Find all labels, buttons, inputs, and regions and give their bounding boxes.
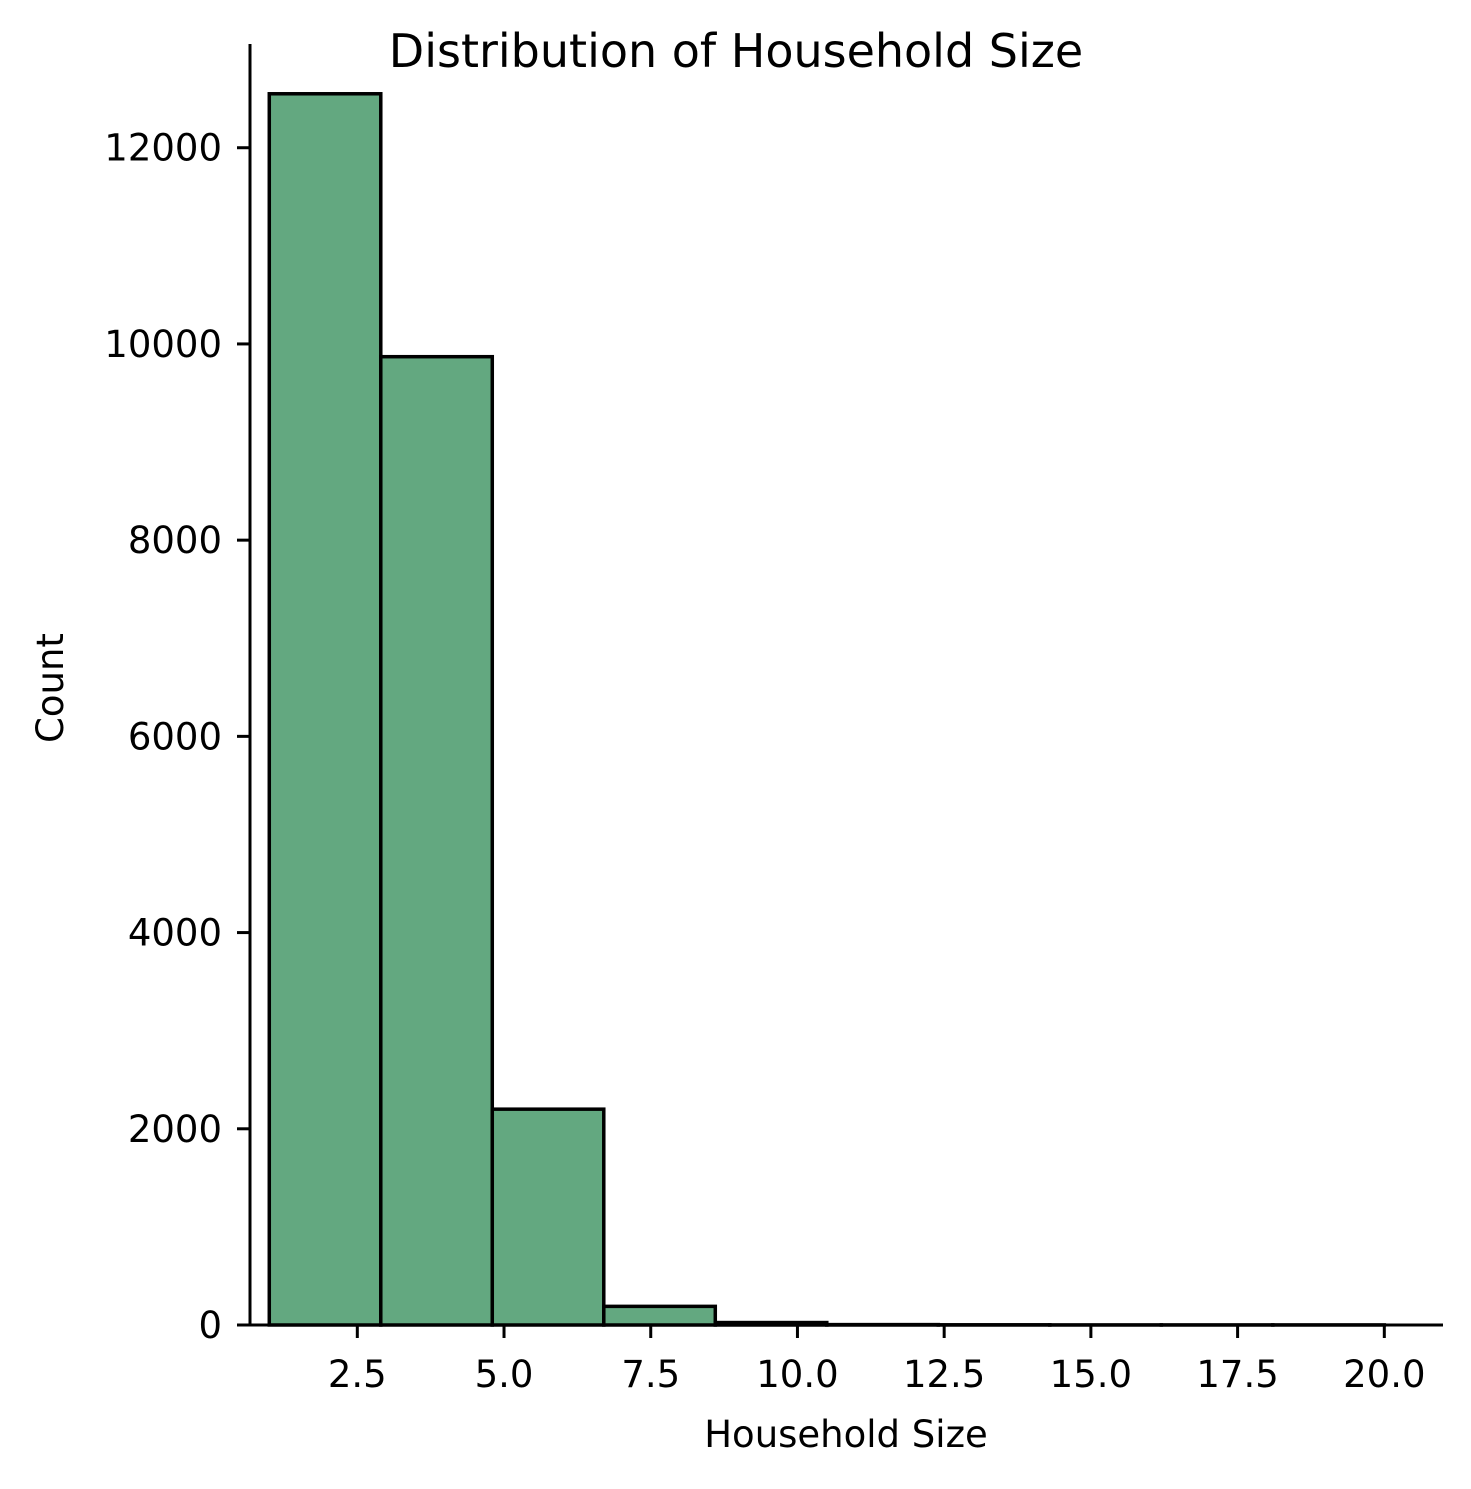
- histogram-bar-3: [604, 1306, 716, 1325]
- x-tick-label-2: 7.5: [621, 1353, 680, 1396]
- x-tick-label-3: 10.0: [756, 1353, 838, 1396]
- x-tick-label-0: 2.5: [328, 1353, 387, 1396]
- x-tick-label-5: 15.0: [1050, 1353, 1132, 1396]
- x-tick-label-6: 17.5: [1196, 1353, 1278, 1396]
- histogram-bar-1: [381, 357, 493, 1325]
- x-tick-label-4: 12.5: [903, 1353, 985, 1396]
- x-tick-label-7: 20.0: [1343, 1353, 1425, 1396]
- y-tick-label-6: 12000: [104, 127, 222, 170]
- y-tick-label-0: 0: [198, 1304, 222, 1347]
- bars-layer: [269, 94, 1384, 1325]
- y-tick-label-1: 2000: [128, 1108, 222, 1151]
- x-tick-label-1: 5.0: [475, 1353, 534, 1396]
- y-tick-label-2: 4000: [128, 912, 222, 955]
- y-axis-label: Count: [29, 633, 72, 743]
- x-axis-label: Household Size: [704, 1413, 988, 1456]
- y-tick-label-5: 10000: [104, 323, 222, 366]
- histogram-bar-0: [269, 94, 381, 1325]
- y-tick-label-4: 8000: [128, 519, 222, 562]
- chart-title: Distribution of Household Size: [389, 24, 1083, 78]
- histogram-bar-2: [492, 1109, 604, 1325]
- y-tick-label-3: 6000: [128, 715, 222, 758]
